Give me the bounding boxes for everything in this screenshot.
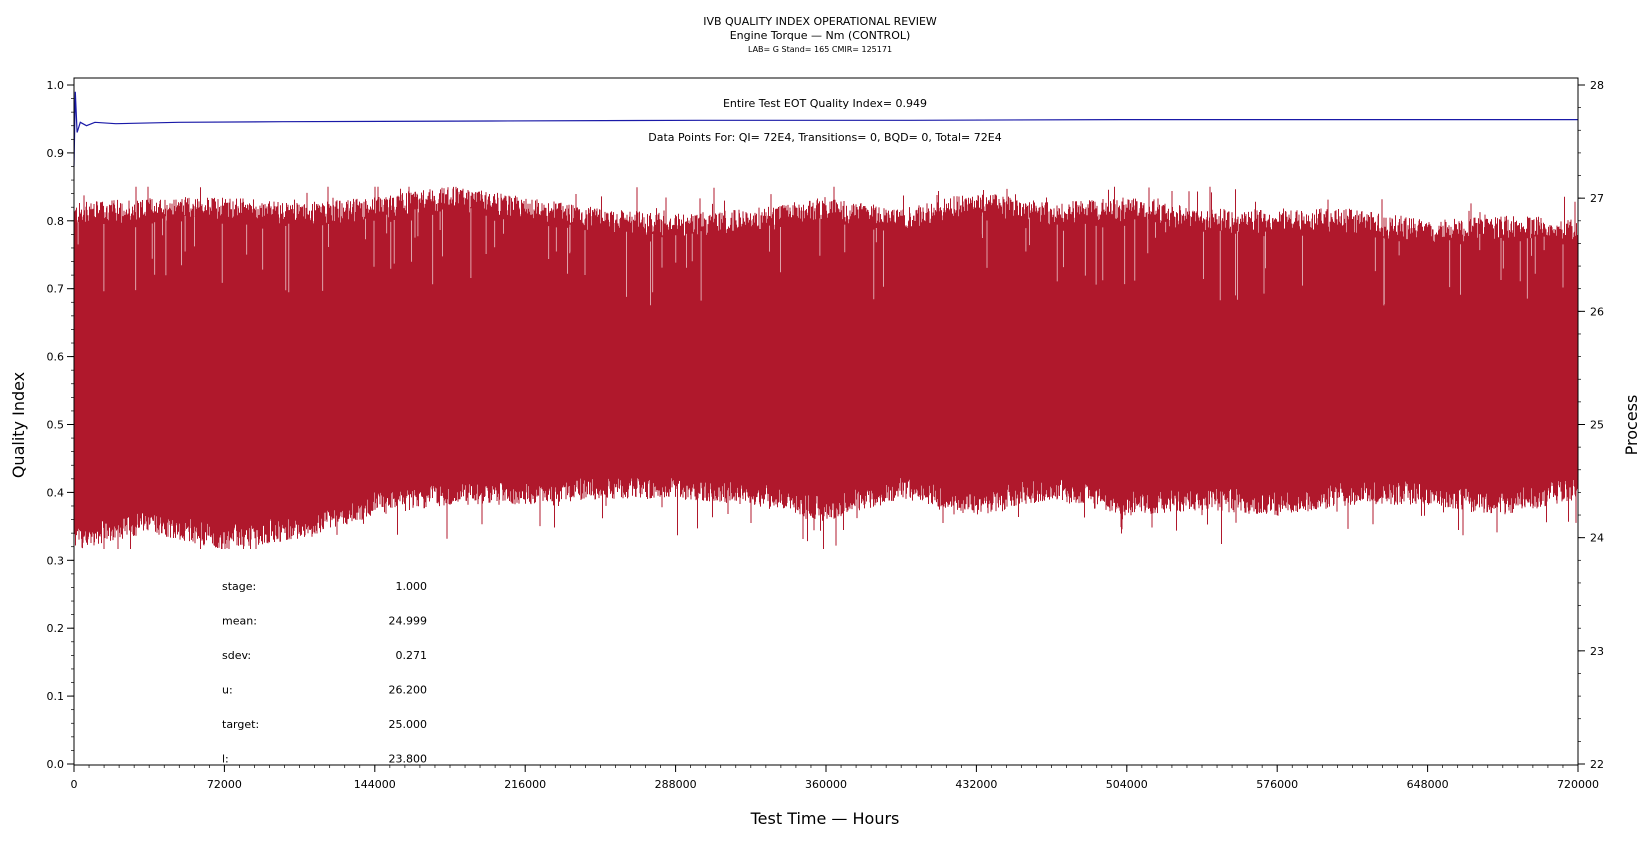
x-axis-label: Test Time — Hours bbox=[750, 809, 900, 828]
stat-value: 1.000 bbox=[396, 580, 428, 593]
quality-index-series bbox=[73, 91, 1578, 167]
quality-index-annotation: Entire Test EOT Quality Index= 0.949 bbox=[723, 97, 927, 110]
y-right-tick-label: 25 bbox=[1590, 419, 1604, 432]
data-points-annotation: Data Points For: QI= 72E4, Transitions= … bbox=[648, 131, 1001, 144]
stat-label: stage: bbox=[222, 580, 256, 593]
x-tick-label: 720000 bbox=[1557, 778, 1599, 791]
x-tick-label: 360000 bbox=[805, 778, 847, 791]
chart-title: IVB QUALITY INDEX OPERATIONAL REVIEW bbox=[703, 15, 937, 28]
y-left-tick-label: 0.7 bbox=[47, 283, 65, 296]
y-right-tick-label: 27 bbox=[1590, 192, 1604, 205]
x-tick-label: 72000 bbox=[207, 778, 242, 791]
x-tick-label: 216000 bbox=[504, 778, 546, 791]
process-series bbox=[74, 186, 1578, 549]
y-left-tick-label: 0.1 bbox=[47, 690, 65, 703]
stat-value: 0.271 bbox=[396, 649, 428, 662]
stat-value: 24.999 bbox=[389, 615, 428, 628]
x-tick-label: 432000 bbox=[955, 778, 997, 791]
x-tick-label: 144000 bbox=[354, 778, 396, 791]
y-left-tick-label: 0.8 bbox=[47, 215, 65, 228]
y-right-tick-label: 26 bbox=[1590, 305, 1604, 318]
x-tick-label: 0 bbox=[71, 778, 78, 791]
stat-value: 25.000 bbox=[389, 718, 428, 731]
y-left-tick-label: 0.6 bbox=[47, 351, 65, 364]
stat-label: l: bbox=[222, 753, 229, 766]
stat-label: sdev: bbox=[222, 649, 251, 662]
y-left-tick-label: 0.4 bbox=[47, 486, 65, 499]
stats-panel: stage: 1.000 mean: 24.999 sdev: 0.271 u: 26.200… bbox=[222, 580, 427, 766]
y-left-tick-label: 1.0 bbox=[47, 79, 65, 92]
y-left-tick-label: 0.3 bbox=[47, 554, 65, 567]
x-tick-label: 576000 bbox=[1256, 778, 1298, 791]
chart-subsubtitle: LAB= G Stand= 165 CMIR= 125171 bbox=[748, 45, 892, 54]
y-right-tick-label: 28 bbox=[1590, 79, 1604, 92]
y-left-tick-label: 0.0 bbox=[47, 758, 65, 771]
stat-label: target: bbox=[222, 718, 259, 731]
x-tick-label: 504000 bbox=[1106, 778, 1148, 791]
y-left-tick-label: 0.2 bbox=[47, 622, 65, 635]
process-trace bbox=[74, 186, 1578, 549]
quality-index-line bbox=[73, 91, 1578, 167]
stat-value: 23.800 bbox=[389, 753, 428, 766]
y-right-tick-label: 24 bbox=[1590, 532, 1604, 545]
chart-subtitle: Engine Torque — Nm (CONTROL) bbox=[730, 29, 911, 42]
y-left-tick-label: 0.5 bbox=[47, 419, 65, 432]
y-axis-label-right: Process bbox=[1622, 395, 1641, 456]
x-tick-label: 288000 bbox=[655, 778, 697, 791]
y-right-tick-label: 23 bbox=[1590, 645, 1604, 658]
process-dropouts bbox=[77, 208, 1564, 306]
y-left-tick-label: 0.9 bbox=[47, 147, 65, 160]
y-right-tick-label: 22 bbox=[1590, 758, 1604, 771]
y-axis-label-left: Quality Index bbox=[9, 372, 28, 478]
stat-label: mean: bbox=[222, 615, 257, 628]
stat-label: u: bbox=[222, 684, 233, 697]
x-tick-label: 648000 bbox=[1407, 778, 1449, 791]
stat-value: 26.200 bbox=[389, 684, 428, 697]
